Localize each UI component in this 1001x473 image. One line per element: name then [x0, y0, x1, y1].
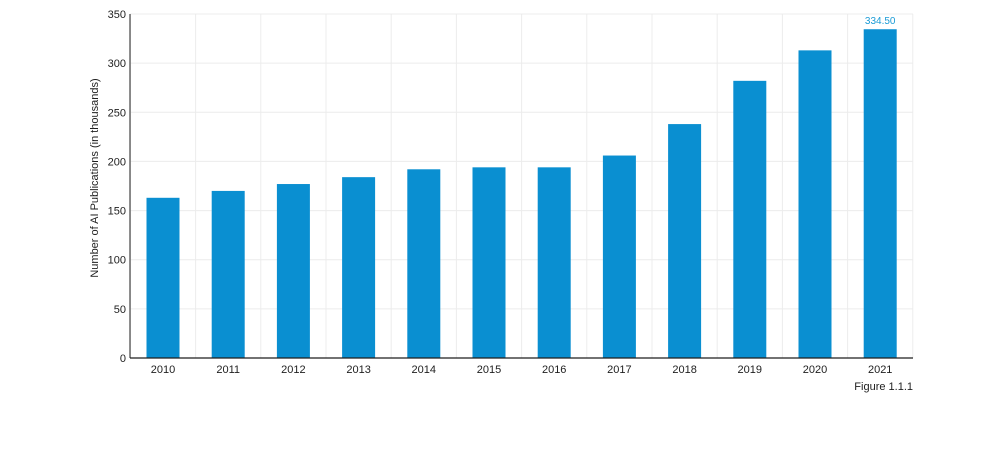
x-tick-label: 2011	[216, 364, 240, 376]
bar-2018	[668, 124, 702, 358]
labels: 0 50 100 150 200 250 300 350 2010 2011 2012 2013 201…	[108, 9, 896, 376]
bar-2011	[211, 190, 245, 358]
bar-2017	[602, 155, 636, 358]
bar-2014	[407, 169, 441, 358]
x-tick-label: 2019	[738, 364, 762, 376]
y-tick-label: 300	[108, 58, 126, 70]
figure-label: Figure 1.1.1	[854, 381, 913, 393]
y-tick-label: 200	[108, 156, 126, 168]
bar-2019	[733, 80, 767, 358]
y-axis-title: Number of AI Publications (in thousands)	[89, 78, 101, 277]
x-tick-label: 2014	[412, 364, 436, 376]
x-tick-label: 2012	[281, 364, 305, 376]
x-tick-label: 2017	[607, 364, 631, 376]
x-tick-label: 2021	[868, 364, 892, 376]
y-tick-label: 350	[108, 9, 126, 21]
y-tick-label: 150	[108, 206, 126, 218]
x-tick-label: 2016	[542, 364, 566, 376]
bar-2016	[537, 167, 571, 358]
gridlines	[129, 13, 914, 358]
bars	[146, 29, 897, 359]
bar-2010	[146, 197, 180, 358]
x-tick-label: 2018	[672, 364, 696, 376]
x-tick-label: 2015	[477, 364, 501, 376]
x-tick-label: 2020	[803, 364, 827, 376]
x-tick-label: 2013	[346, 364, 370, 376]
x-tick-label: 2010	[151, 364, 175, 376]
bar-2013	[342, 177, 376, 358]
y-tick-label: 0	[120, 353, 126, 365]
data-label-2021: 334.50	[865, 16, 896, 27]
bar-2021	[863, 29, 897, 359]
bar-2015	[472, 167, 506, 358]
y-tick-label: 250	[108, 107, 126, 119]
y-tick-label: 100	[108, 255, 126, 267]
axes	[129, 14, 913, 359]
y-tick-label: 50	[114, 304, 126, 316]
bar-2020	[798, 50, 832, 358]
bar-2012	[276, 184, 310, 358]
